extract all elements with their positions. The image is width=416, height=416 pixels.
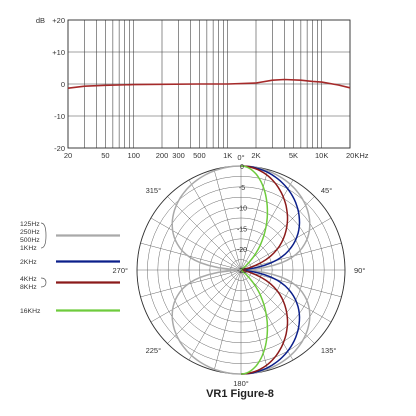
- polar-pattern-curve: [240, 269, 301, 375]
- response-curve: [67, 78, 351, 89]
- x-tick-label: 20KHz: [346, 151, 369, 160]
- legend-label: 16KHz: [20, 308, 41, 315]
- x-tick-label: 1K: [223, 151, 232, 160]
- radial-tick-label: -15: [237, 226, 247, 233]
- legend-label: 1KHz: [20, 245, 37, 252]
- polar-pattern-curve: [240, 165, 301, 271]
- polar-spoke: [240, 242, 342, 271]
- x-tick-label: 500: [193, 151, 206, 160]
- legend-bracket: [40, 277, 47, 288]
- polar-spoke: [213, 269, 242, 371]
- polar-spoke: [240, 269, 332, 323]
- legend-label: 125Hz: [20, 221, 40, 228]
- frequency-response-chart: +20 +10 0 -10 -20 dB 20 50 100 200 300 500 1K 2K 5K 10K…: [36, 16, 369, 160]
- legend-label: 8KHz: [20, 284, 37, 291]
- radial-tick-label: -5: [239, 185, 245, 192]
- polar-spoke: [140, 269, 242, 298]
- y-tick-label: -10: [54, 112, 65, 121]
- polar-pattern-curve: [240, 165, 311, 271]
- angle-label: 180°: [233, 379, 249, 388]
- polar-spoke: [240, 269, 342, 298]
- x-tick-label: 50: [101, 151, 109, 160]
- polar-spoke: [167, 269, 242, 344]
- angle-label: 0°: [237, 153, 244, 162]
- y-unit-label: dB: [36, 16, 45, 25]
- angle-label: 315°: [146, 186, 162, 195]
- angle-label: 135°: [321, 346, 337, 355]
- polar-spoke: [188, 269, 242, 361]
- radial-tick-label: -20: [237, 247, 247, 254]
- angle-label: 270°: [112, 266, 128, 275]
- polar-spoke: [167, 196, 242, 271]
- polar-spoke: [140, 242, 242, 271]
- polar-spoke: [150, 217, 242, 271]
- polar-pattern-curve: [240, 269, 289, 375]
- y-tick-label: -20: [54, 144, 65, 153]
- x-tick-label: 10K: [315, 151, 328, 160]
- polar-pattern-chart: 0 -5 -10 -15 -20 -25 0° 45° 90° 135° 180° 225° 270° 3…: [112, 153, 365, 388]
- x-tick-label: 20: [64, 151, 72, 160]
- angle-label: 45°: [321, 186, 332, 195]
- x-tick-label: 2K: [251, 151, 260, 160]
- polar-pattern-curve: [171, 269, 242, 375]
- legend-label: 4KHz: [20, 276, 37, 283]
- polar-spoke: [150, 269, 242, 323]
- polar-pattern-curve: [240, 269, 269, 375]
- y-tick-label: 0: [61, 80, 65, 89]
- legend-label: 500Hz: [20, 237, 40, 244]
- plot-frame: [67, 19, 351, 149]
- angle-label: 225°: [146, 346, 162, 355]
- polar-spoke: [188, 179, 242, 271]
- polar-pattern-curve: [240, 165, 269, 271]
- radial-tick-label: -10: [237, 206, 247, 213]
- x-tick-label: 200: [156, 151, 169, 160]
- x-tick-label: 100: [127, 151, 140, 160]
- legend-label: 250Hz: [20, 229, 40, 236]
- angle-label: 90°: [354, 266, 365, 275]
- polar-pattern-curve: [171, 165, 242, 271]
- polar-pattern-curve: [240, 165, 289, 271]
- polar-spoke: [240, 217, 332, 271]
- legend-bracket: [40, 222, 47, 249]
- y-tick-label: +20: [52, 16, 65, 25]
- radial-tick-label: 0: [240, 164, 244, 171]
- y-tick-label: +10: [52, 48, 65, 57]
- polar-chart-title: VR1 Figure-8: [206, 388, 274, 400]
- x-tick-label: 300: [172, 151, 185, 160]
- legend-label: 2KHz: [20, 259, 37, 266]
- polar-spoke: [213, 169, 242, 271]
- polar-pattern-curve: [240, 269, 311, 375]
- radial-tick-label: -25: [237, 268, 247, 275]
- x-tick-label: 5K: [289, 151, 298, 160]
